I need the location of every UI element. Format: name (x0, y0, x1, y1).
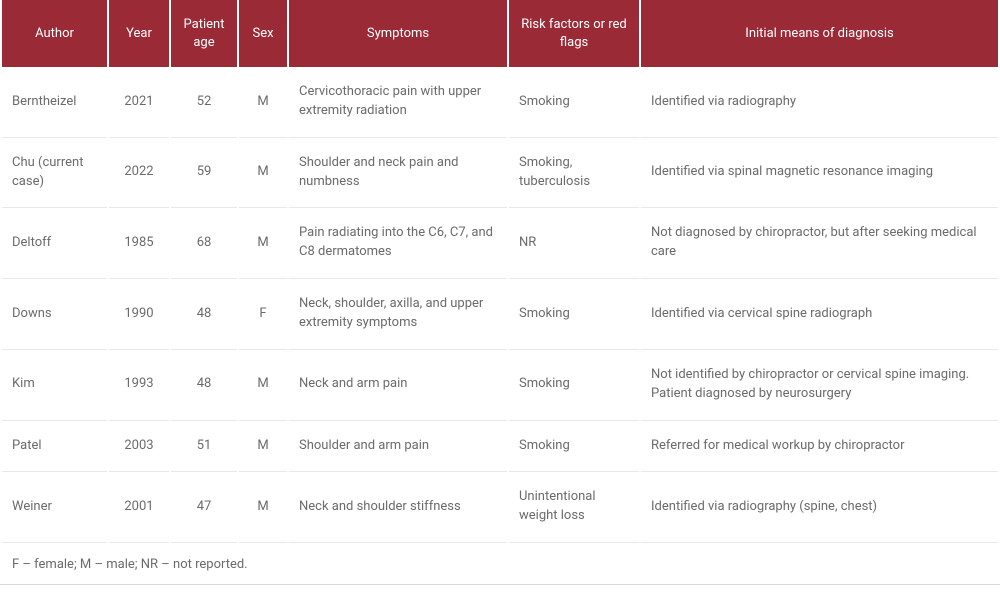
cell-sex: M (239, 208, 287, 279)
table-body: Berntheizel202152MCervicothoracic pain w… (2, 67, 998, 543)
table-row: Berntheizel202152MCervicothoracic pain w… (2, 67, 998, 138)
col-header-author: Author (2, 0, 107, 67)
cell-author: Berntheizel (2, 67, 107, 138)
cell-sex: M (239, 350, 287, 421)
cell-symptoms: Neck and shoulder stiffness (289, 472, 507, 543)
cell-age: 47 (171, 472, 237, 543)
cell-year: 1985 (109, 208, 169, 279)
cell-diag: Identified via radiography (641, 67, 998, 138)
col-header-risk: Risk factors or red flags (509, 0, 639, 67)
cell-author: Downs (2, 279, 107, 350)
cell-author: Patel (2, 421, 107, 473)
cell-sex: M (239, 67, 287, 138)
cell-sex: F (239, 279, 287, 350)
table-head: AuthorYearPatient ageSexSymptomsRisk fac… (2, 0, 998, 67)
cell-year: 1993 (109, 350, 169, 421)
cell-risk: Smoking (509, 421, 639, 473)
table-footnote: F – female; M – male; NR – not reported. (0, 543, 1000, 585)
cell-risk: Unintentional weight loss (509, 472, 639, 543)
cell-risk: NR (509, 208, 639, 279)
cell-symptoms: Pain radiating into the C6, C7, and C8 d… (289, 208, 507, 279)
cell-risk: Smoking (509, 279, 639, 350)
cell-age: 52 (171, 67, 237, 138)
table-container: AuthorYearPatient ageSexSymptomsRisk fac… (0, 0, 1000, 585)
cell-symptoms: Shoulder and neck pain and numbness (289, 138, 507, 209)
cell-symptoms: Neck and arm pain (289, 350, 507, 421)
cell-year: 2001 (109, 472, 169, 543)
cell-diag: Identified via cervical spine radiograph (641, 279, 998, 350)
cell-sex: M (239, 472, 287, 543)
cell-age: 48 (171, 279, 237, 350)
cell-symptoms: Cervicothoracic pain with upper extremit… (289, 67, 507, 138)
cell-diag: Not identified by chiropractor or cervic… (641, 350, 998, 421)
cell-diag: Identified via spinal magnetic resonance… (641, 138, 998, 209)
table-row: Patel200351MShoulder and arm painSmoking… (2, 421, 998, 473)
table-row: Kim199348MNeck and arm painSmokingNot id… (2, 350, 998, 421)
cell-risk: Smoking, tuberculosis (509, 138, 639, 209)
cell-diag: Not diagnosed by chiropractor, but after… (641, 208, 998, 279)
col-header-sex: Sex (239, 0, 287, 67)
cell-author: Kim (2, 350, 107, 421)
col-header-age: Patient age (171, 0, 237, 67)
cell-symptoms: Neck, shoulder, axilla, and upper extrem… (289, 279, 507, 350)
cell-author: Weiner (2, 472, 107, 543)
cell-author: Chu (current case) (2, 138, 107, 209)
cell-year: 2022 (109, 138, 169, 209)
cell-year: 1990 (109, 279, 169, 350)
cell-diag: Referred for medical workup by chiroprac… (641, 421, 998, 473)
cell-year: 2021 (109, 67, 169, 138)
cell-year: 2003 (109, 421, 169, 473)
table-row: Chu (current case)202259MShoulder and ne… (2, 138, 998, 209)
cell-age: 68 (171, 208, 237, 279)
table-row: Weiner200147MNeck and shoulder stiffness… (2, 472, 998, 543)
cell-author: Deltoff (2, 208, 107, 279)
cell-age: 59 (171, 138, 237, 209)
col-header-diag: Initial means of diagnosis (641, 0, 998, 67)
cell-sex: M (239, 138, 287, 209)
col-header-year: Year (109, 0, 169, 67)
table-row: Deltoff198568MPain radiating into the C6… (2, 208, 998, 279)
cases-table: AuthorYearPatient ageSexSymptomsRisk fac… (0, 0, 1000, 543)
cell-diag: Identified via radiography (spine, chest… (641, 472, 998, 543)
table-row: Downs199048FNeck, shoulder, axilla, and … (2, 279, 998, 350)
cell-age: 51 (171, 421, 237, 473)
cell-risk: Smoking (509, 67, 639, 138)
col-header-symptoms: Symptoms (289, 0, 507, 67)
cell-sex: M (239, 421, 287, 473)
cell-risk: Smoking (509, 350, 639, 421)
cell-symptoms: Shoulder and arm pain (289, 421, 507, 473)
cell-age: 48 (171, 350, 237, 421)
